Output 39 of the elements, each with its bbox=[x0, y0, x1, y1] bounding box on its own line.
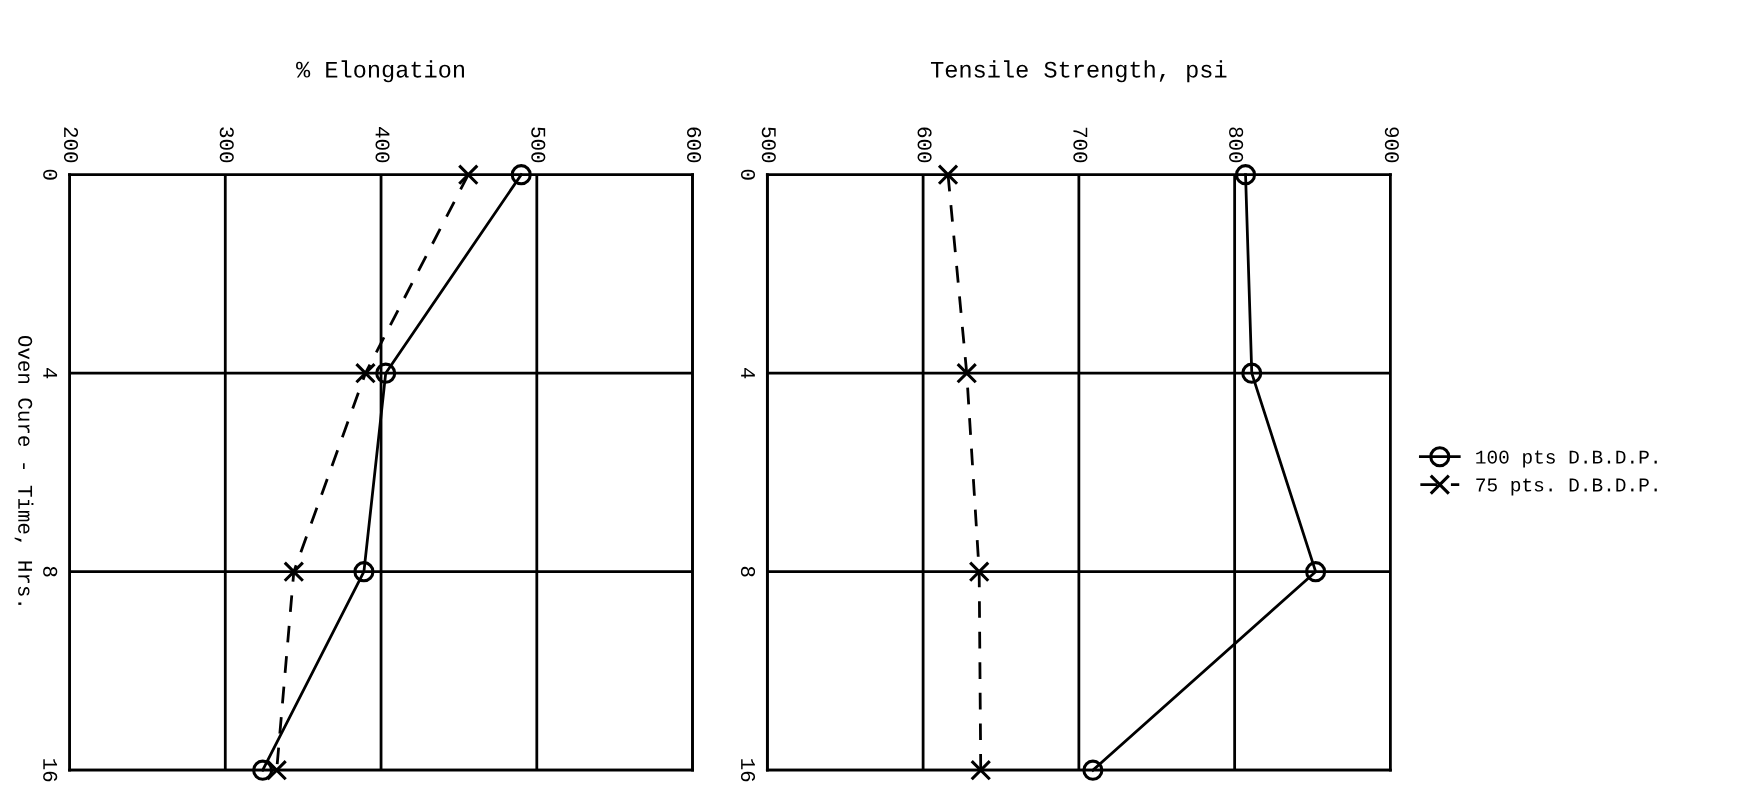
x-tick-label: 800 bbox=[1229, 127, 1244, 163]
x-tick-label: 500 bbox=[531, 127, 546, 163]
y-axis-title: Oven Cure - Time, Hrs. bbox=[14, 335, 34, 605]
y-tick-label: 4 bbox=[741, 367, 755, 379]
y-tick-label: 0 bbox=[43, 169, 58, 180]
point bbox=[970, 759, 992, 781]
point bbox=[457, 164, 479, 186]
y-tick-label: 8 bbox=[740, 566, 756, 577]
legend-label: 75 pts. D.B.D.P. bbox=[1476, 478, 1657, 496]
x-tick-label: 400 bbox=[375, 127, 390, 163]
point bbox=[956, 362, 978, 384]
point bbox=[354, 362, 377, 384]
chart-title: Tensile Strength, psi bbox=[930, 60, 1227, 83]
y-tick-label: 16 bbox=[740, 759, 756, 782]
point bbox=[375, 362, 397, 384]
x-tick-label: 500 bbox=[761, 127, 776, 163]
y-tick-label: 4 bbox=[43, 367, 58, 379]
y-tick-label: 8 bbox=[43, 566, 58, 577]
x-tick-label: 900 bbox=[1384, 127, 1399, 163]
legend-label: 100 pts D.B.D.P. bbox=[1476, 450, 1657, 468]
point bbox=[510, 164, 532, 186]
point bbox=[1241, 362, 1263, 384]
x-tick-label: 600 bbox=[917, 127, 932, 163]
y-tick-label: 0 bbox=[740, 169, 756, 180]
point bbox=[353, 561, 375, 583]
point bbox=[1234, 164, 1257, 186]
y-tick-label: 16 bbox=[43, 759, 58, 782]
point bbox=[1082, 759, 1104, 781]
x-tick-label: 300 bbox=[219, 127, 234, 163]
point bbox=[968, 561, 990, 583]
x-tick-label: 200 bbox=[63, 127, 79, 163]
point bbox=[937, 164, 959, 186]
point bbox=[252, 759, 274, 781]
point bbox=[283, 561, 305, 583]
chart-title: % Elongation bbox=[296, 60, 464, 83]
point bbox=[1305, 561, 1327, 583]
x-tick-label: 700 bbox=[1073, 127, 1088, 163]
point bbox=[266, 759, 288, 781]
x-tick-label: 600 bbox=[686, 127, 702, 163]
